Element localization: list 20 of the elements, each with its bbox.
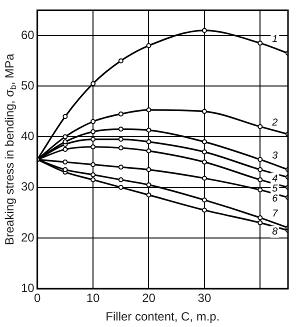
series-label: 4 [272, 173, 278, 184]
y-tick-label: 10 [20, 280, 35, 295]
x-tick-label: 30 [198, 291, 212, 306]
y-tick-label: 20 [20, 230, 35, 244]
x-axis-title: Filler content, C, m.p. [106, 309, 220, 324]
y-tick-label: 50 [20, 78, 35, 92]
series-label: 7 [272, 208, 278, 220]
x-tick-label: 0 [34, 291, 42, 306]
series-label: 3 [272, 150, 278, 162]
y-tick-label: 30 [20, 180, 35, 194]
x-tick-label: 10 [86, 291, 100, 306]
series-label: 1 [272, 34, 278, 45]
series-label: 5 [272, 184, 278, 195]
series-label: 6 [272, 194, 278, 205]
y-tick-label: 60 [20, 28, 35, 42]
series-label: 8 [272, 226, 278, 238]
series-label: 2 [271, 117, 278, 128]
y-axis-title: Breaking stress in bending, σb, MPa [2, 53, 18, 246]
y-tick-label: 40 [20, 129, 35, 144]
x-tick-label: 20 [142, 291, 156, 306]
